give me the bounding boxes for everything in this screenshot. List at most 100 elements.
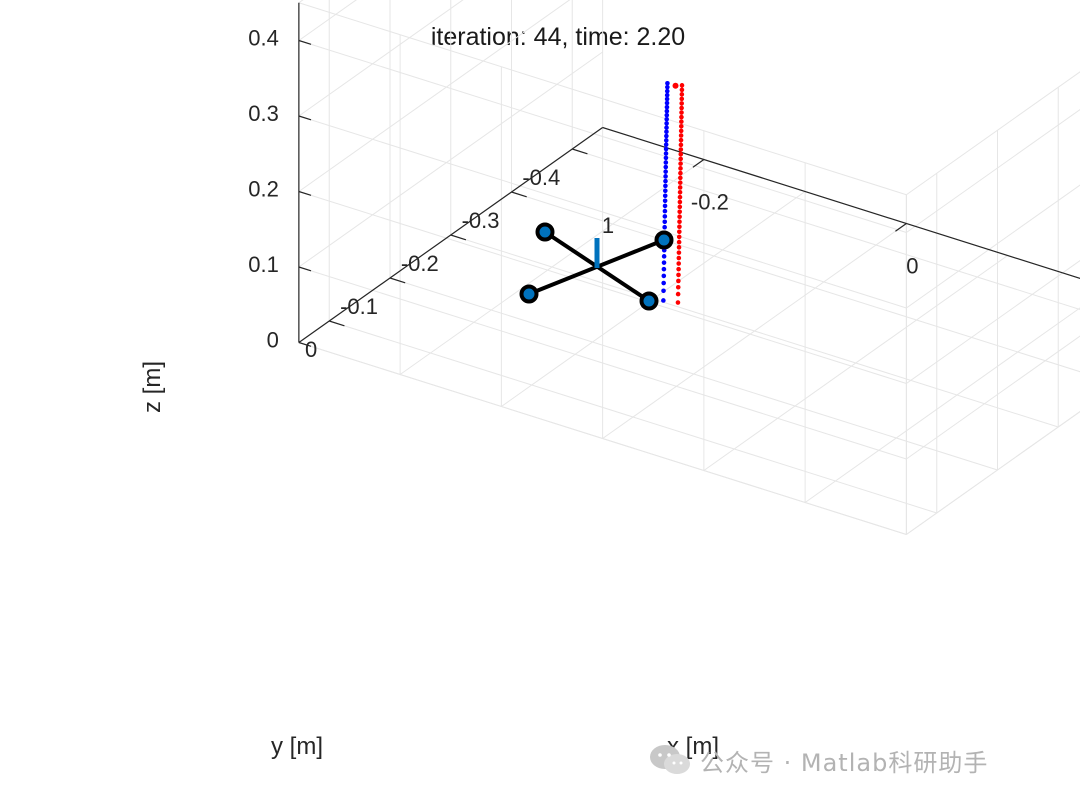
grid-line: [511, 191, 1080, 373]
desired-point: [664, 112, 670, 118]
actual-point: [677, 209, 683, 215]
z-tick: [298, 39, 312, 45]
drone-label: 1: [602, 213, 614, 238]
grid-line: [906, 410, 1080, 535]
grid-line: [298, 0, 357, 41]
y-tick: [450, 234, 467, 241]
desired-point: [664, 88, 670, 94]
actual-point: [678, 170, 683, 176]
actual-point: [676, 272, 681, 278]
desired-point: [664, 133, 669, 139]
desired-point: [663, 164, 669, 170]
x-tick: [895, 223, 907, 232]
z-tick: [298, 115, 312, 121]
desired-point: [662, 208, 668, 214]
grid-line: [906, 108, 1080, 233]
desired-point: [661, 254, 667, 259]
grid-line: [906, 71, 1080, 196]
desired-point: [664, 104, 670, 110]
y-tick: [572, 148, 588, 155]
actual-point: [676, 250, 682, 255]
grid-line: [298, 342, 907, 535]
y-tick-label: -0.4: [522, 165, 560, 190]
actual-point: [675, 291, 681, 297]
actual-point: [675, 300, 681, 305]
x-axis-line: [602, 126, 1080, 280]
desired-point: [665, 84, 670, 90]
grid-line: [298, 51, 603, 268]
desired-point: [664, 108, 670, 114]
actual-point: [677, 180, 683, 185]
z-tick-label: 0.4: [248, 26, 279, 51]
desired-point: [664, 125, 669, 130]
actual-point: [676, 255, 682, 261]
y-tick-label: -0.1: [340, 294, 378, 319]
grid-line: [906, 184, 1080, 309]
z-tick: [298, 190, 312, 196]
desired-point: [663, 151, 669, 156]
actual-point: [678, 142, 684, 148]
y-axis-label: y [m]: [271, 733, 323, 760]
actual-point: [678, 137, 684, 143]
desired-point: [662, 193, 668, 199]
actual-point: [678, 156, 683, 162]
actual-point: [678, 123, 684, 129]
y-tick: [511, 191, 527, 198]
actual-point: [676, 261, 682, 266]
desired-point: [665, 80, 670, 86]
grid-line: [298, 115, 907, 309]
z-tick-label: 0.2: [248, 177, 279, 202]
actual-point: [677, 229, 682, 235]
actual-point: [678, 175, 683, 181]
z-tick: [298, 266, 312, 272]
drone-center: [672, 82, 679, 89]
grid-line: [298, 191, 907, 384]
actual-point: [677, 189, 683, 195]
y-tick-label: 0: [305, 337, 317, 362]
z-tick-label: 0.1: [248, 252, 279, 277]
desired-point: [664, 100, 670, 106]
grid-line: [389, 277, 998, 471]
x-tick: [692, 159, 705, 168]
actual-point: [678, 151, 684, 157]
drone-rotor: [639, 291, 659, 311]
grid-line: [906, 259, 1080, 384]
desired-point: [663, 183, 668, 189]
desired-point: [661, 298, 666, 303]
grid-line: [298, 40, 907, 233]
actual-point: [679, 119, 684, 124]
desired-point: [662, 198, 668, 204]
desired-point: [663, 188, 668, 194]
desired-point: [662, 203, 668, 209]
actual-point: [677, 204, 683, 210]
drone-rotor: [519, 284, 539, 304]
y-tick-label: -0.2: [401, 251, 439, 276]
x-tick-label: 0: [906, 254, 918, 279]
z-tick-label: 0: [267, 328, 279, 353]
y-tick: [389, 277, 406, 284]
chart-title: iteration: 44, time: 2.20: [431, 23, 685, 51]
grid-line: [450, 234, 1059, 428]
actual-point: [677, 194, 683, 200]
desired-point: [663, 138, 669, 143]
actual-point: [676, 239, 682, 245]
desired-point: [661, 273, 667, 279]
actual-point: [676, 245, 682, 250]
actual-point: [677, 219, 682, 225]
desired-point: [664, 92, 670, 98]
actual-point: [677, 199, 683, 205]
actual-point: [679, 114, 684, 120]
actual-point: [677, 185, 683, 190]
actual-point: [679, 101, 684, 106]
desired-point: [662, 224, 667, 230]
desired-point: [661, 280, 666, 286]
desired-point: [663, 178, 668, 184]
actual-point: [676, 266, 681, 272]
desired-point: [662, 219, 668, 225]
desired-point: [663, 169, 668, 174]
actual-point: [677, 224, 682, 230]
actual-point: [679, 110, 684, 115]
z-tick: [298, 341, 312, 347]
z-tick-label: 0.3: [248, 101, 279, 126]
